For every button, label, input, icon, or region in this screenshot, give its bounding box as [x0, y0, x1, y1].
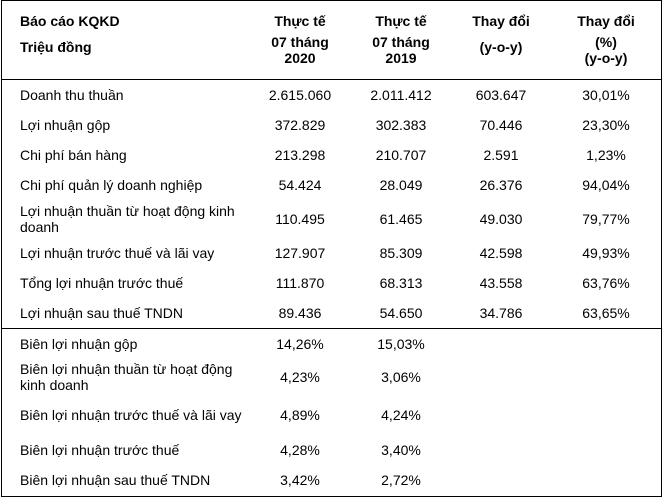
row-label: Chi phí bán hàng [20, 147, 127, 163]
value-2020: 54.424 [278, 177, 322, 193]
table-row: Lợi nhuận thuần từ hoạt động kinh doanh … [2, 200, 661, 238]
col-2019-line3: 2019 [385, 50, 417, 66]
margin-2019: 3,06% [381, 369, 421, 385]
table-row: Tổng lợi nhuận trước thuế 111.870 68.313… [2, 268, 661, 298]
col-2019-line1: Thực tế [375, 13, 427, 29]
col-2019-line2: 07 tháng [372, 34, 430, 50]
margin-row: Biên lợi nhuận thuần từ hoạt động kinh d… [2, 359, 661, 395]
value-change: 43.558 [479, 275, 523, 291]
value-pct: 94,04% [582, 177, 630, 193]
value-pct: 1,23% [586, 147, 626, 163]
col-2020-line3: 2020 [284, 50, 316, 66]
value-change: 603.647 [451, 79, 551, 110]
col-2020-line1: Thực tế [274, 13, 326, 29]
value-pct: 30,01% [551, 79, 661, 110]
value-2019: 85.309 [379, 245, 423, 261]
value-2020: 127.907 [274, 245, 326, 261]
margin-label: Biên lợi nhuận trước thuế và lãi vay [20, 407, 242, 423]
margin-2019: 4,24% [381, 407, 421, 423]
margin-label: Biên lợi nhuận thuần từ hoạt động kinh d… [20, 361, 233, 393]
margin-row: Biên lợi nhuận sau thuế TNDN 3,42% 2,72% [2, 465, 661, 495]
row-label: Doanh thu thuần [2, 79, 249, 110]
value-2020: 2.615.060 [249, 79, 351, 110]
margin-2020: 4,28% [280, 442, 320, 458]
margin-2020: 14,26% [249, 328, 351, 359]
value-2019: 28.049 [379, 177, 423, 193]
value-2020: 110.495 [275, 211, 325, 227]
value-2019: 68.313 [379, 275, 423, 291]
margin-2020: 4,23% [280, 369, 320, 385]
table-row: Lợi nhuận trước thuế và lãi vay 127.907 … [2, 238, 661, 268]
table-row: Chi phí bán hàng 213.298 210.707 2.591 1… [2, 140, 661, 170]
margin-2019: 2,72% [381, 472, 421, 488]
margin-row: Biên lợi nhuận gộp 14,26% 15,03% [2, 328, 661, 359]
value-pct: 49,93% [582, 245, 630, 261]
row-label: Chi phí quản lý doanh nghiệp [20, 177, 203, 193]
value-pct: 63,76% [582, 275, 630, 291]
value-2019: 210.707 [375, 147, 427, 163]
value-2019: 54.650 [379, 305, 423, 321]
row-label: Lợi nhuận trước thuế và lãi vay [20, 245, 215, 261]
table-row: Lợi nhuận gộp 372.829 302.383 70.446 23,… [2, 110, 661, 140]
col-change-line1: Thay đổi [472, 13, 530, 29]
value-change: 26.376 [479, 177, 523, 193]
col-change-line2: (y-o-y) [479, 39, 523, 55]
value-change: 34.786 [479, 305, 523, 321]
col-2020-sub: 07 tháng 2020 [249, 31, 351, 80]
value-pct: 63,65% [582, 305, 630, 321]
margin-row: Biên lợi nhuận trước thuế và lãi vay 4,8… [2, 395, 661, 435]
value-2019: 302.383 [375, 117, 427, 133]
value-change: 2.591 [483, 147, 519, 163]
value-2020: 111.870 [275, 275, 325, 291]
value-2020: 89.436 [278, 305, 322, 321]
col-pct-line1: Thay đổi [577, 13, 635, 29]
margin-label: Biên lợi nhuận trước thuế [20, 442, 180, 458]
row-label: Lợi nhuận thuần từ hoạt động kinh doanh [20, 203, 235, 235]
value-pct: 23,30% [582, 117, 630, 133]
margin-label: Biên lợi nhuận gộp [2, 328, 249, 359]
margin-2020: 3,42% [280, 472, 320, 488]
header-row-2: Triệu đồng 07 tháng 2020 07 tháng 2019 (… [2, 31, 661, 80]
value-2019: 2.011.412 [351, 79, 451, 110]
row-label: Tổng lợi nhuận trước thuế [20, 275, 184, 291]
col-2019-sub: 07 tháng 2019 [351, 31, 451, 80]
value-2020: 213.298 [274, 147, 326, 163]
col-pct-sub: (%) (y-o-y) [551, 31, 661, 80]
report-title: Báo cáo KQKD [20, 13, 120, 29]
col-pct-line2: (%) [595, 34, 617, 50]
table-row: Lợi nhuận sau thuế TNDN 89.436 54.650 34… [2, 298, 661, 329]
table-row: Chi phí quản lý doanh nghiệp 54.424 28.0… [2, 170, 661, 200]
row-label: Lợi nhuận sau thuế TNDN [20, 305, 184, 321]
header-row-1: Báo cáo KQKD Thực tế Thực tế Thay đổi Th… [2, 1, 661, 31]
value-2020: 372.829 [274, 117, 326, 133]
unit-label: Triệu đồng [20, 39, 92, 55]
margin-row: Biên lợi nhuận trước thuế 4,28% 3,40% [2, 435, 661, 465]
margin-2019: 3,40% [381, 442, 421, 458]
margin-2019: 15,03% [351, 328, 451, 359]
value-change: 70.446 [479, 117, 523, 133]
value-2019: 61.465 [379, 211, 423, 227]
value-pct: 79,77% [582, 211, 630, 227]
margin-2020: 4,89% [280, 407, 320, 423]
value-change: 42.598 [479, 245, 523, 261]
col-2020-line2: 07 tháng [271, 34, 329, 50]
margin-label: Biên lợi nhuận sau thuế TNDN [20, 472, 211, 488]
table-row: Doanh thu thuần 2.615.060 2.011.412 603.… [2, 79, 661, 110]
row-label: Lợi nhuận gộp [20, 117, 111, 133]
value-change: 49.030 [479, 211, 523, 227]
col-pct-line3: (y-o-y) [584, 50, 628, 66]
